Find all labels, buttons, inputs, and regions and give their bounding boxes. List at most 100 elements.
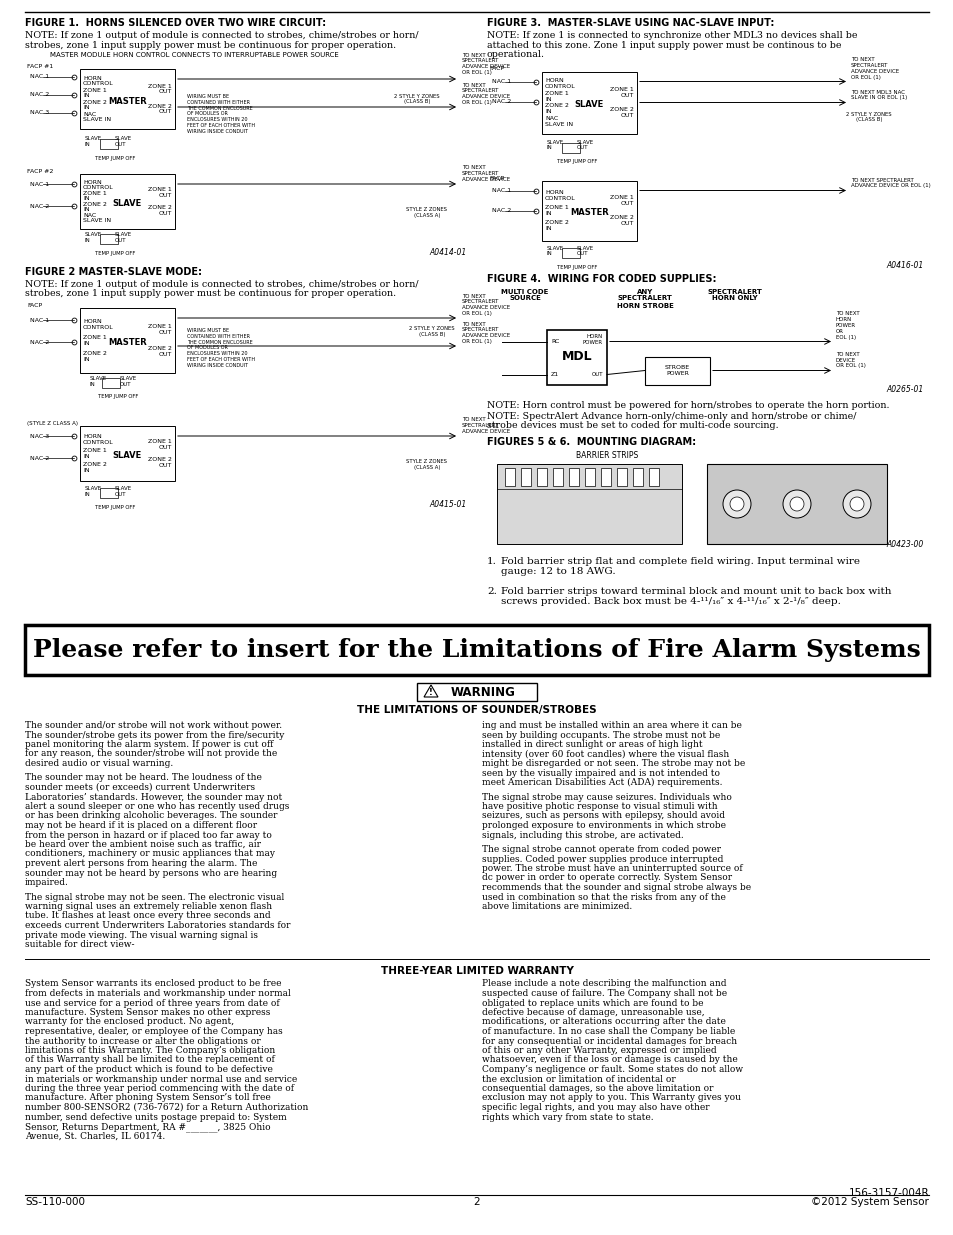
Text: ZONE 2
OUT: ZONE 2 OUT: [148, 104, 172, 115]
Text: HORN
CONTROL: HORN CONTROL: [83, 319, 113, 330]
Text: System Sensor warrants its enclosed product to be free: System Sensor warrants its enclosed prod…: [25, 979, 281, 988]
Text: of this or any other Warranty, expressed or implied: of this or any other Warranty, expressed…: [481, 1046, 716, 1055]
Bar: [497, 464, 681, 543]
Text: Laboratories’ standards. However, the sounder may not: Laboratories’ standards. However, the so…: [25, 793, 282, 802]
Text: MULTI CODE
SOURCE: MULTI CODE SOURCE: [500, 289, 548, 301]
Text: FACP #1: FACP #1: [27, 64, 53, 69]
Bar: [80, 308, 174, 373]
Text: 2 STYLE Y ZONES
(CLASS B): 2 STYLE Y ZONES (CLASS B): [845, 111, 891, 122]
Text: MASTER: MASTER: [108, 96, 147, 105]
Bar: [633, 468, 642, 487]
Text: TO NEXT
SPECTRALERT
ADVANCE DEVICE: TO NEXT SPECTRALERT ADVANCE DEVICE: [461, 417, 510, 433]
Text: may not be heard if it is placed on a different floor: may not be heard if it is placed on a di…: [25, 821, 257, 830]
Text: TO NEXT
SPECTRALERT
ADVANCE DEVICE
OR EOL (1): TO NEXT SPECTRALERT ADVANCE DEVICE OR EO…: [461, 83, 510, 105]
Text: TEMP JUMP OFF: TEMP JUMP OFF: [95, 156, 135, 161]
Text: HORN
CONTROL: HORN CONTROL: [83, 75, 113, 86]
Text: THREE-YEAR LIMITED WARRANTY: THREE-YEAR LIMITED WARRANTY: [380, 967, 573, 977]
Text: SLAVE: SLAVE: [112, 451, 142, 459]
Bar: [100, 233, 118, 245]
Text: MASTER: MASTER: [570, 207, 608, 217]
Text: of manufacture. In no case shall the Company be liable: of manufacture. In no case shall the Com…: [481, 1028, 735, 1036]
Text: 1.: 1.: [486, 557, 497, 566]
Text: HORN
CONTROL: HORN CONTROL: [83, 179, 113, 190]
Text: desired audio or visual warning.: desired audio or visual warning.: [25, 760, 173, 768]
Text: FACP: FACP: [489, 65, 503, 70]
Text: NAC 2: NAC 2: [30, 93, 50, 98]
Text: Z1: Z1: [551, 372, 558, 377]
Text: TO NEXT
HORN
POWER
OR
EOL (1): TO NEXT HORN POWER OR EOL (1): [835, 311, 859, 340]
Text: SLAVE
OUT: SLAVE OUT: [115, 487, 132, 496]
Text: The sounder may not be heard. The loudness of the: The sounder may not be heard. The loudne…: [25, 773, 262, 783]
Text: FIGURES 5 & 6.  MOUNTING DIAGRAM:: FIGURES 5 & 6. MOUNTING DIAGRAM:: [486, 437, 696, 447]
Circle shape: [842, 490, 870, 517]
Text: TO NEXT
SPECTRALERT
ADVANCE DEVICE
OR EOL (1): TO NEXT SPECTRALERT ADVANCE DEVICE OR EO…: [461, 294, 510, 316]
Text: SLAVE
IN: SLAVE IN: [546, 140, 563, 151]
Text: 2.: 2.: [486, 587, 497, 597]
Text: STYLE Z ZONES
(CLASS A): STYLE Z ZONES (CLASS A): [406, 207, 447, 219]
Text: ZONE 2
OUT: ZONE 2 OUT: [148, 346, 172, 357]
Text: The signal strobe may cause seizures. Individuals who: The signal strobe may cause seizures. In…: [481, 793, 731, 802]
Text: FIGURE 2 MASTER-SLAVE MODE:: FIGURE 2 MASTER-SLAVE MODE:: [25, 267, 202, 277]
Text: NAC 2: NAC 2: [492, 207, 511, 212]
Text: signals, including this strobe, are activated.: signals, including this strobe, are acti…: [481, 830, 683, 840]
Text: SLAVE
IN: SLAVE IN: [85, 136, 102, 147]
Text: ZONE 2
IN: ZONE 2 IN: [544, 104, 568, 114]
Text: NAC
SLAVE IN: NAC SLAVE IN: [83, 212, 111, 224]
Circle shape: [849, 496, 863, 511]
Text: the exclusion or limitation of incidental or: the exclusion or limitation of incidenta…: [481, 1074, 675, 1083]
Text: The sounder and/or strobe will not work without power.: The sounder and/or strobe will not work …: [25, 721, 282, 730]
Text: NOTE: SpectrAlert Advance horn-only/chime-only and horn/strobe or chime/: NOTE: SpectrAlert Advance horn-only/chim…: [486, 412, 856, 421]
Text: RC: RC: [551, 338, 558, 345]
Text: The signal strobe cannot operate from coded power: The signal strobe cannot operate from co…: [481, 845, 720, 853]
Text: ZONE 1
OUT: ZONE 1 OUT: [148, 438, 172, 450]
Text: number, send defective units postage prepaid to: System: number, send defective units postage pre…: [25, 1113, 287, 1121]
Text: ZONE 2
OUT: ZONE 2 OUT: [610, 107, 634, 119]
Text: WIRING MUST BE
CONTAINED WITH EITHER
THE COMMON ENCLOSURE
OF MODULES OR
ENCLOSUR: WIRING MUST BE CONTAINED WITH EITHER THE…: [187, 94, 254, 133]
Text: Fold barrier strips toward terminal block and mount unit to back box with
screws: Fold barrier strips toward terminal bloc…: [500, 587, 890, 606]
Text: MASTER MODULE HORN CONTROL CONNECTS TO INTERRUPTABLE POWER SOURCE: MASTER MODULE HORN CONTROL CONNECTS TO I…: [50, 52, 338, 58]
Text: Company’s negligence or fault. Some states do not allow: Company’s negligence or fault. Some stat…: [481, 1065, 742, 1074]
Circle shape: [722, 490, 750, 517]
Text: THE LIMITATIONS OF SOUNDER/STROBES: THE LIMITATIONS OF SOUNDER/STROBES: [356, 705, 597, 715]
Bar: [648, 468, 659, 487]
Bar: [541, 180, 637, 241]
Text: TEMP JUMP OFF: TEMP JUMP OFF: [95, 251, 135, 256]
Text: SLAVE: SLAVE: [575, 100, 603, 109]
Bar: [80, 174, 174, 228]
Bar: [546, 330, 606, 384]
Text: SLAVE: SLAVE: [112, 199, 142, 207]
Text: ANY
SPECTRALERT
HORN STROBE: ANY SPECTRALERT HORN STROBE: [616, 289, 673, 309]
Text: meet American Disabilities Act (ADA) requirements.: meet American Disabilities Act (ADA) req…: [481, 778, 721, 787]
Text: for any reason, the sounder/strobe will not provide the: for any reason, the sounder/strobe will …: [25, 750, 277, 758]
Text: sounder may not be heard by persons who are hearing: sounder may not be heard by persons who …: [25, 868, 276, 878]
Text: private mode viewing. The visual warning signal is: private mode viewing. The visual warning…: [25, 930, 257, 940]
Text: consequential damages, so the above limitation or: consequential damages, so the above limi…: [481, 1084, 713, 1093]
Text: strobe devices must be set to coded for multi-code sourcing.: strobe devices must be set to coded for …: [486, 421, 778, 431]
Text: TO NEXT MDL3 NAC
SLAVE IN OR EOL (1): TO NEXT MDL3 NAC SLAVE IN OR EOL (1): [850, 90, 906, 100]
Bar: [25, 625, 928, 676]
Text: ZONE 1
IN: ZONE 1 IN: [83, 190, 107, 201]
Text: installed in direct sunlight or areas of high light: installed in direct sunlight or areas of…: [481, 740, 702, 748]
Text: SLAVE
OUT: SLAVE OUT: [120, 375, 137, 387]
Text: NOTE: If zone 1 output of module is connected to strobes, chime/strobes or horn/: NOTE: If zone 1 output of module is conn…: [25, 31, 418, 40]
Text: limitations of this Warranty. The Company’s obligation: limitations of this Warranty. The Compan…: [25, 1046, 275, 1055]
Text: TO NEXT
SPECTRALERT
ADVANCE DEVICE
OR EOL (1): TO NEXT SPECTRALERT ADVANCE DEVICE OR EO…: [461, 53, 510, 75]
Text: NAC
SLAVE IN: NAC SLAVE IN: [544, 116, 573, 126]
Text: NOTE: If zone 1 output of module is connected to strobes, chime/strobes or horn/: NOTE: If zone 1 output of module is conn…: [25, 280, 418, 289]
Text: above limitations are minimized.: above limitations are minimized.: [481, 902, 632, 911]
Text: OUT: OUT: [591, 372, 602, 377]
Text: SLAVE
OUT: SLAVE OUT: [577, 140, 594, 151]
Bar: [100, 488, 118, 498]
Text: 2: 2: [474, 1197, 479, 1207]
Bar: [553, 468, 562, 487]
Text: TO NEXT
SPECTRALERT
ADVANCE DEVICE: TO NEXT SPECTRALERT ADVANCE DEVICE: [461, 165, 510, 182]
Text: alert a sound sleeper or one who has recently used drugs: alert a sound sleeper or one who has rec…: [25, 802, 289, 811]
Text: conditioners, machinery or music appliances that may: conditioners, machinery or music applian…: [25, 850, 274, 858]
Text: seen by the visually impaired and is not intended to: seen by the visually impaired and is not…: [481, 768, 720, 778]
Text: FACP: FACP: [27, 303, 42, 308]
Bar: [561, 247, 579, 258]
Text: FIGURE 1.  HORNS SILENCED OVER TWO WIRE CIRCUIT:: FIGURE 1. HORNS SILENCED OVER TWO WIRE C…: [25, 19, 326, 28]
Text: might be disregarded or not seen. The strobe may not be: might be disregarded or not seen. The st…: [481, 760, 744, 768]
Text: ZONE 2
OUT: ZONE 2 OUT: [148, 457, 172, 468]
Bar: [80, 426, 174, 480]
